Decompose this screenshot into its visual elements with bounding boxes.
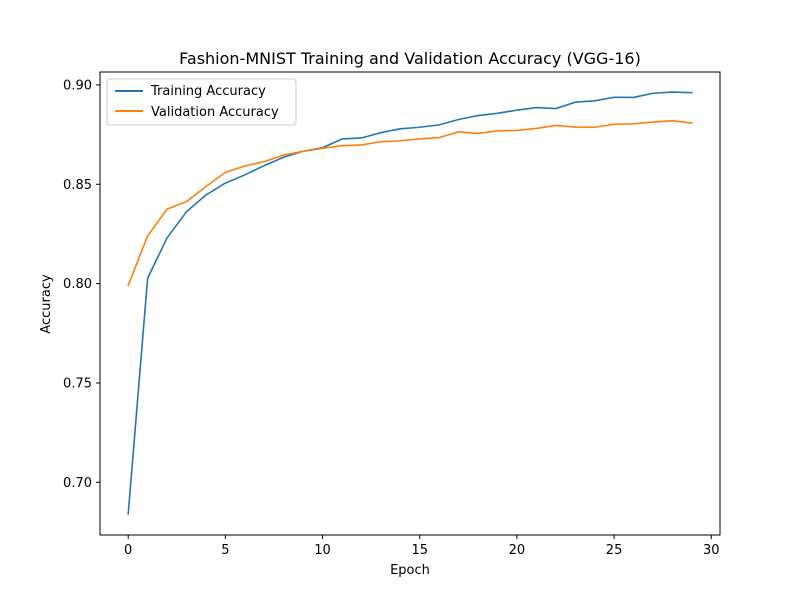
y-axis-title: Accuracy: [39, 274, 54, 334]
x-tick-label: 25: [606, 543, 623, 558]
x-tick-label: 0: [124, 543, 132, 558]
x-tick-label: 30: [703, 543, 720, 558]
y-tick-label: 0.85: [63, 178, 92, 193]
x-tick-label: 15: [411, 543, 428, 558]
x-axis-title: Epoch: [390, 563, 430, 578]
y-tick-label: 0.75: [63, 376, 92, 391]
legend-label-training: Training Accuracy: [150, 84, 266, 99]
legend: Training Accuracy Validation Accuracy: [106, 78, 297, 126]
training-accuracy-line: [127, 91, 693, 516]
y-tick-label: 0.70: [63, 476, 92, 491]
plot-frame: [99, 71, 721, 536]
legend-box: [106, 78, 297, 126]
legend-label-validation: Validation Accuracy: [151, 105, 279, 120]
x-axis-ticks: 0 5 10 15 20 25 30: [124, 535, 720, 558]
series-lines: [127, 91, 693, 516]
x-tick-label: 5: [221, 543, 229, 558]
x-tick-label: 20: [509, 543, 526, 558]
y-tick-label: 0.80: [63, 277, 92, 292]
chart-title: Fashion-MNIST Training and Validation Ac…: [179, 49, 641, 68]
y-tick-label: 0.90: [63, 78, 92, 93]
x-tick-label: 10: [314, 543, 331, 558]
y-axis-ticks: 0.70 0.75 0.80 0.85 0.90: [63, 78, 100, 491]
validation-accuracy-line: [127, 119, 693, 287]
